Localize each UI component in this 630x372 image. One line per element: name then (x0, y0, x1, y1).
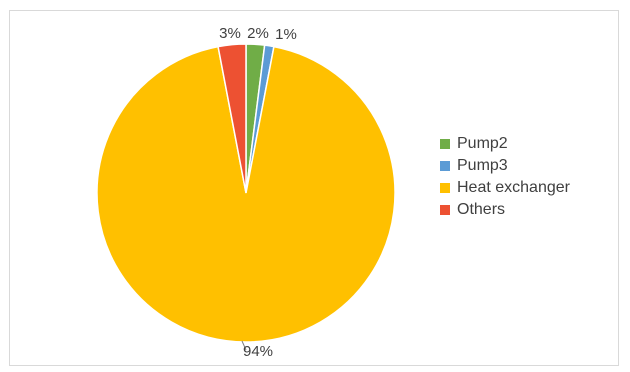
pie-slice-others (217, 43, 247, 194)
legend-item-pump2: Pump2 (440, 133, 570, 155)
legend-label-pump3: Pump3 (457, 157, 508, 174)
legend-swatch-pump2 (440, 139, 450, 149)
data-label-pump3: 1% (275, 26, 297, 43)
data-label-heat-exchanger: 94% (243, 343, 273, 360)
legend-item-heat-exchanger: Heat exchanger (440, 177, 570, 199)
legend-swatch-heat-exchanger (440, 183, 450, 193)
data-label-others: 3% (219, 25, 241, 42)
legend-swatch-others (440, 205, 450, 215)
pie-slice-heat-exchanger (96, 45, 396, 343)
data-label-pump2: 2% (247, 25, 269, 42)
legend-swatch-pump3 (440, 161, 450, 171)
legend-item-pump3: Pump3 (440, 155, 570, 177)
legend-item-others: Others (440, 199, 570, 221)
leader-line-heat-exchanger (241, 340, 247, 351)
legend-label-pump2: Pump2 (457, 135, 508, 152)
legend: Pump2 Pump3 Heat exchanger Others (440, 133, 570, 221)
legend-label-heat-exchanger: Heat exchanger (457, 179, 570, 196)
legend-label-others: Others (457, 201, 506, 218)
